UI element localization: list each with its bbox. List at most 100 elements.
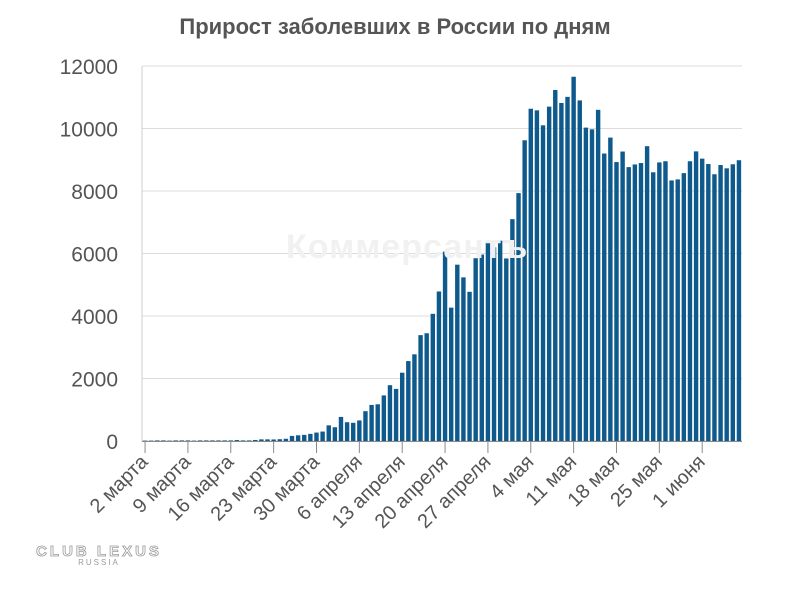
bar [253, 439, 258, 441]
bar [700, 158, 705, 441]
bar [534, 110, 540, 441]
bar [375, 404, 380, 441]
bar [418, 335, 423, 441]
bar [528, 108, 533, 441]
bar [681, 173, 687, 441]
bar [155, 440, 160, 441]
bar [283, 438, 289, 441]
bar [173, 440, 178, 441]
bar [724, 168, 729, 441]
bar [381, 395, 387, 441]
bar [332, 427, 338, 441]
bar [730, 164, 736, 441]
bar [638, 163, 644, 441]
bar [491, 247, 497, 441]
y-tick-label: 6000 [71, 244, 118, 267]
logo-main-text: CLUB LEXUS [36, 543, 162, 561]
y-tick-label: 2000 [71, 369, 118, 392]
y-tick-label: 8000 [71, 181, 118, 204]
bar [302, 434, 307, 441]
bar [265, 439, 270, 441]
bar [497, 240, 503, 441]
bar [351, 422, 356, 441]
bar [510, 219, 515, 441]
bar [344, 422, 350, 441]
bar [455, 264, 460, 441]
bar [583, 127, 589, 441]
bar [479, 254, 484, 441]
y-tick-label: 12000 [60, 56, 118, 79]
bar [363, 411, 368, 441]
bar [246, 440, 252, 441]
bar [436, 291, 442, 441]
bar [706, 164, 711, 441]
bar [234, 440, 240, 441]
bar [179, 440, 184, 441]
bar [308, 433, 313, 441]
bar [657, 162, 662, 441]
bar [473, 258, 478, 441]
logo-sub-text: RUSSIA [78, 558, 120, 567]
bar [608, 137, 613, 441]
bar [204, 440, 209, 441]
bar [632, 164, 638, 441]
grid [142, 65, 742, 442]
bar [442, 251, 448, 441]
bar [644, 146, 650, 441]
bar [216, 440, 221, 441]
bar [626, 167, 631, 441]
bar [412, 354, 417, 441]
bar [504, 258, 509, 441]
bar [620, 151, 625, 441]
bar [393, 388, 399, 441]
bar [338, 416, 344, 441]
bar [669, 180, 674, 441]
bar [277, 439, 282, 441]
bar [687, 161, 693, 441]
bar [289, 435, 295, 441]
bar [553, 90, 558, 441]
bar [430, 313, 436, 441]
bar [240, 440, 246, 441]
bar [197, 440, 203, 441]
club-lexus-logo: CLUB LEXUS RUSSIA [24, 543, 174, 567]
bar [185, 440, 191, 441]
bar [571, 76, 576, 441]
bar [467, 291, 472, 441]
bar [693, 151, 699, 441]
y-tick-label: 0 [106, 431, 118, 454]
chart-title: Прирост заболевших в России по дням [179, 14, 611, 39]
bar [357, 420, 362, 441]
bar [546, 106, 552, 441]
bar [210, 440, 215, 441]
bar [259, 439, 264, 441]
watermark-text: Коммерсантъ [286, 228, 529, 266]
bar [516, 193, 521, 441]
bar [320, 431, 325, 441]
bar [161, 440, 166, 441]
bar [406, 361, 411, 441]
bar [400, 372, 405, 441]
bar [271, 439, 276, 441]
bar [424, 333, 429, 441]
bar [387, 385, 393, 441]
bar [228, 440, 233, 441]
bar [295, 435, 301, 441]
bar [522, 140, 527, 441]
bar [559, 102, 564, 441]
bar [314, 432, 319, 441]
bar [565, 96, 570, 441]
bar [448, 307, 454, 441]
y-tick-label: 4000 [71, 306, 118, 329]
bar [602, 153, 607, 441]
bar [712, 174, 717, 441]
bar [595, 109, 601, 441]
bar [326, 425, 331, 441]
bar [675, 179, 680, 441]
bar [369, 404, 374, 441]
bars [142, 76, 742, 441]
bar [718, 165, 723, 441]
bar [614, 162, 619, 441]
bar [540, 125, 546, 441]
